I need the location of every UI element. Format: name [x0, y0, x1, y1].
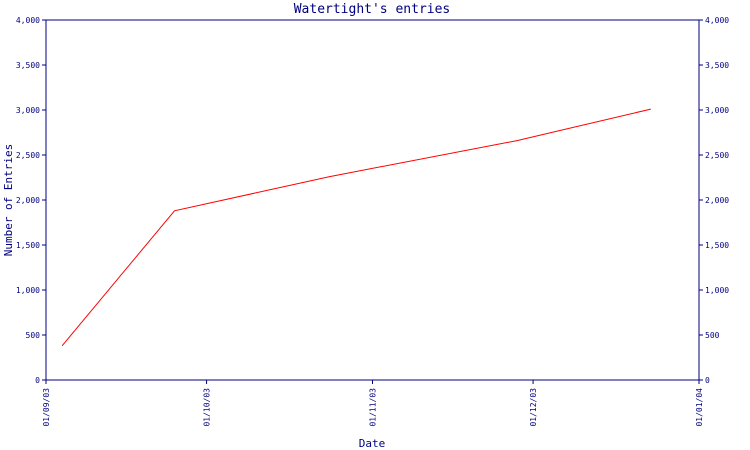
y-tick-label-left: 2,500: [16, 151, 40, 160]
x-tick-label: 01/11/03: [369, 388, 378, 427]
y-tick-label-right: 2,000: [705, 196, 729, 205]
y-tick-label-left: 3,000: [16, 106, 40, 115]
x-tick-label: 01/10/03: [203, 388, 212, 427]
series-line: [61, 108, 651, 347]
y-axis-left: 0 500 1,000 1,500 2,000 2,500 3,000 3,500 4,000: [16, 16, 46, 385]
y-tick-label-right: 3,000: [705, 106, 729, 115]
x-tick-label: 01/01/04: [695, 388, 704, 427]
y-tick-label-right: 0: [705, 376, 710, 385]
y-tick-label-left: 1,000: [16, 286, 40, 295]
y-axis-right: 0 500 1,000 1,500 2,000 2,500 3,000 3,500 4,000: [699, 16, 729, 385]
y-axis-title: Number of Entries: [2, 144, 15, 257]
chart-title: Watertight's entries: [294, 2, 451, 17]
x-tick-label: 01/12/03: [529, 388, 538, 427]
y-tick-label-right: 1,000: [705, 286, 729, 295]
y-tick-label-left: 3,500: [16, 61, 40, 70]
x-axis: 01/09/03 01/10/03 01/11/03 01/12/03 01/01/04: [42, 380, 704, 427]
y-tick-label-left: 0: [35, 376, 40, 385]
series-group: [61, 108, 651, 347]
y-tick-label-left: 2,000: [16, 196, 40, 205]
y-tick-label-right: 500: [705, 331, 720, 340]
y-tick-label-right: 1,500: [705, 241, 729, 250]
y-tick-label-right: 4,000: [705, 16, 729, 25]
plot-frame: [45, 19, 700, 381]
y-tick-label-left: 500: [26, 331, 41, 340]
x-axis-title: Date: [359, 437, 386, 450]
x-tick-label: 01/09/03: [42, 388, 51, 427]
y-tick-label-right: 2,500: [705, 151, 729, 160]
y-tick-label-left: 1,500: [16, 241, 40, 250]
y-tick-label-right: 3,500: [705, 61, 729, 70]
y-tick-label-left: 4,000: [16, 16, 40, 25]
